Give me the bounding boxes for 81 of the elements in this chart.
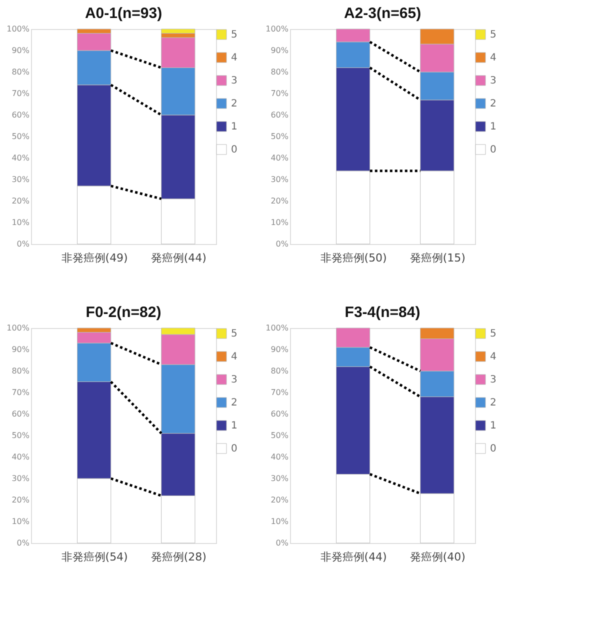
legend-label: 5 bbox=[231, 30, 238, 40]
y-tick-label: 70% bbox=[12, 89, 30, 98]
y-tick-label: 30% bbox=[12, 474, 30, 483]
y-tick-label: 100% bbox=[266, 324, 289, 332]
y-tick-label: 20% bbox=[270, 496, 289, 504]
y-tick-label: 100% bbox=[266, 24, 289, 34]
legend-label: 1 bbox=[490, 420, 496, 432]
legend-label: 4 bbox=[490, 52, 496, 64]
y-tick-label: 10% bbox=[12, 218, 30, 227]
y-tick-label: 60% bbox=[12, 110, 30, 120]
legend-label: 3 bbox=[490, 374, 496, 386]
y-tick-label: 90% bbox=[12, 345, 30, 354]
y-tick-label: 10% bbox=[12, 517, 30, 526]
y-tick-label: 50% bbox=[270, 431, 289, 440]
legend-label: 0 bbox=[231, 444, 238, 454]
y-tick-label: 60% bbox=[270, 110, 289, 120]
chart-title: A0-1(n=93) bbox=[84, 5, 162, 22]
y-tick-label: 60% bbox=[270, 410, 289, 418]
x-tick-label: 非発癌例(44) bbox=[320, 550, 387, 564]
legend-label: 0 bbox=[490, 444, 496, 454]
y-tick-label: 70% bbox=[270, 89, 289, 98]
y-tick-label: 50% bbox=[12, 132, 30, 141]
y-tick-label: 0% bbox=[16, 538, 30, 548]
y-tick-label: 20% bbox=[12, 196, 30, 206]
y-tick-label: 80% bbox=[12, 366, 30, 376]
y-tick-label: 40% bbox=[12, 452, 30, 462]
y-tick-label: 10% bbox=[270, 218, 289, 227]
y-tick-label: 90% bbox=[270, 345, 289, 354]
chart-title: F0-2(n=82) bbox=[86, 304, 162, 321]
y-tick-label: 100% bbox=[6, 324, 30, 332]
legend-label: 3 bbox=[231, 374, 238, 386]
chart-title: F3-4(n=84) bbox=[344, 304, 420, 321]
y-tick-label: 80% bbox=[12, 68, 30, 76]
x-tick-label: 非発癌例(50) bbox=[320, 252, 387, 264]
y-tick-label: 90% bbox=[270, 46, 289, 55]
y-tick-label: 60% bbox=[12, 410, 30, 418]
legend-label: 5 bbox=[490, 328, 496, 340]
x-tick-label: 発癌例(15) bbox=[410, 252, 466, 264]
y-tick-label: 0% bbox=[276, 240, 289, 248]
y-tick-label: 0% bbox=[276, 538, 289, 548]
legend-label: 3 bbox=[490, 76, 496, 86]
y-tick-label: 0% bbox=[16, 240, 30, 248]
legend-label: 4 bbox=[231, 52, 238, 64]
y-tick-label: 40% bbox=[270, 452, 289, 462]
legend-label: 2 bbox=[231, 98, 238, 110]
y-tick-label: 50% bbox=[270, 132, 289, 141]
legend-label: 2 bbox=[490, 398, 496, 408]
y-tick-label: 10% bbox=[270, 517, 289, 526]
legend-label: 5 bbox=[490, 30, 496, 40]
chart-title: A2-3(n=65) bbox=[344, 5, 422, 22]
legend-label: 1 bbox=[490, 122, 496, 132]
x-tick-label: 発癌例(40) bbox=[410, 550, 466, 564]
legend-label: 5 bbox=[231, 328, 238, 340]
legend-label: 4 bbox=[231, 352, 238, 362]
x-tick-label: 発癌例(44) bbox=[150, 252, 206, 264]
y-tick-label: 20% bbox=[270, 196, 289, 206]
y-tick-label: 50% bbox=[12, 431, 30, 440]
y-tick-label: 40% bbox=[12, 154, 30, 162]
legend-label: 2 bbox=[490, 98, 496, 110]
x-tick-label: 非発癌例(54) bbox=[61, 550, 128, 564]
legend-label: 2 bbox=[231, 398, 238, 408]
y-tick-label: 90% bbox=[12, 46, 30, 55]
legend-label: 3 bbox=[231, 76, 238, 86]
legend-label: 0 bbox=[231, 144, 238, 156]
x-tick-label: 非発癌例(49) bbox=[61, 252, 128, 264]
y-tick-label: 80% bbox=[270, 366, 289, 376]
y-tick-label: 30% bbox=[12, 175, 30, 184]
y-tick-label: 30% bbox=[270, 175, 289, 184]
legend-label: 4 bbox=[490, 352, 496, 362]
legend-label: 1 bbox=[231, 122, 238, 132]
y-tick-label: 80% bbox=[270, 68, 289, 76]
bar bbox=[161, 28, 196, 34]
legend-label: 0 bbox=[490, 144, 496, 156]
y-tick-label: 20% bbox=[12, 496, 30, 504]
y-tick-label: 40% bbox=[270, 154, 289, 162]
legend-label: 1 bbox=[231, 420, 238, 432]
y-tick-label: 70% bbox=[270, 388, 289, 397]
y-tick-label: 70% bbox=[12, 388, 30, 397]
y-tick-label: 100% bbox=[6, 24, 30, 34]
x-tick-label: 発癌例(28) bbox=[150, 550, 206, 564]
y-tick-label: 30% bbox=[270, 474, 289, 483]
